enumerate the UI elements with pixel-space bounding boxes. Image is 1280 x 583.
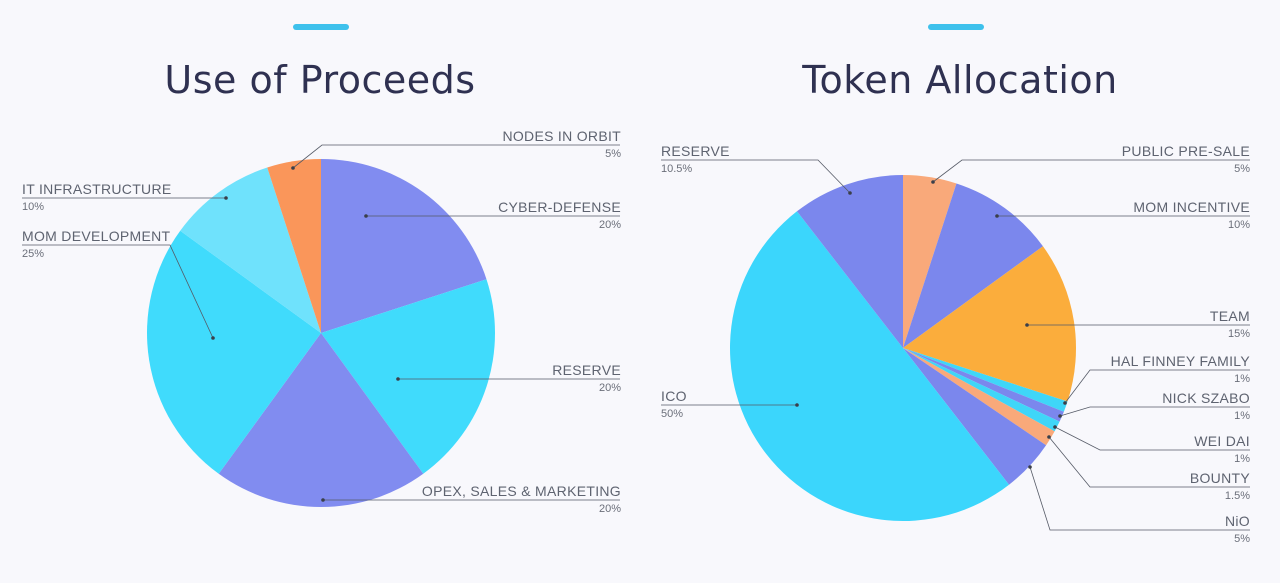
leader-dot-opex-sales-marketing	[321, 498, 325, 502]
slice-percent-mom-development: 25%	[22, 248, 44, 260]
leader-line-reserve	[661, 159, 851, 194]
pie-labels: CYBER-DEFENSE 20% RESERVE 20% OPEX, SALES & …	[22, 128, 621, 515]
pie-slice-reserve	[796, 175, 903, 348]
leader-dot-team	[1025, 323, 1029, 327]
use-of-proceeds-pie: CYBER-DEFENSE 20% RESERVE 20% OPEX, SALES & …	[22, 128, 621, 515]
slice-label-cyber-defense: CYBER-DEFENSE	[498, 199, 621, 215]
leader-line-mom-development	[22, 244, 214, 339]
leader-dot-nio	[1028, 465, 1032, 469]
accent-bar	[293, 24, 349, 30]
slice-percent-ico: 50%	[661, 408, 683, 420]
leader-dot-nodes-in-orbit	[291, 166, 295, 170]
pie-slice-reserve	[321, 279, 495, 474]
slice-label-wei-dai: WEI DAI	[1194, 433, 1250, 449]
slice-percent-public-pre-sale: 5%	[1234, 163, 1250, 175]
leader-dot-reserve	[396, 377, 400, 381]
slice-label-bounty: BOUNTY	[1190, 470, 1251, 486]
leader-dot-nick-szabo	[1058, 414, 1062, 418]
pie-slice-nick-szabo	[903, 348, 1064, 422]
leader-dot-mom-development	[211, 336, 215, 340]
pie-slices	[729, 175, 1076, 522]
pie-slice-hal-finney-family	[903, 348, 1068, 412]
pie-slice-ico	[729, 211, 1010, 522]
leader-line-bounty	[1048, 436, 1250, 488]
slice-label-hal-finney-family: HAL FINNEY FAMILY	[1111, 353, 1251, 369]
slice-percent-reserve: 10.5%	[661, 163, 692, 175]
leader-line-public-pre-sale	[932, 159, 1250, 183]
slice-percent-nick-szabo: 1%	[1234, 410, 1250, 422]
pie-slice-opex-sales-marketing	[218, 333, 424, 507]
pie-labels: PUBLIC PRE-SALE 5% MOM INCENTIVE 10% TEAM 15%…	[661, 143, 1250, 545]
slice-percent-reserve: 20%	[599, 382, 621, 394]
leader-dot-wei-dai	[1053, 425, 1057, 429]
slice-percent-nio: 5%	[1234, 533, 1250, 545]
pie-slice-mom-development	[147, 230, 321, 474]
slice-percent-nodes-in-orbit: 5%	[605, 148, 621, 160]
slice-percent-opex-sales-marketing: 20%	[599, 503, 621, 515]
pie-slice-it-infrastructure	[180, 167, 321, 333]
leader-dot-it-infrastructure	[224, 196, 228, 200]
chart-title: Token Allocation	[802, 58, 1118, 102]
slice-label-nodes-in-orbit: NODES IN ORBIT	[502, 128, 621, 144]
slice-label-mom-development: MOM DEVELOPMENT	[22, 228, 171, 244]
leader-dot-mom-incentive	[995, 214, 999, 218]
slice-percent-team: 15%	[1228, 328, 1250, 340]
pie-slice-bounty	[903, 348, 1055, 446]
leader-line-nio	[1029, 466, 1250, 531]
slice-percent-cyber-defense: 20%	[599, 219, 621, 231]
token-allocation-pie: PUBLIC PRE-SALE 5% MOM INCENTIVE 10% TEAM 15%…	[661, 143, 1250, 545]
leader-dot-public-pre-sale	[931, 180, 935, 184]
slice-percent-bounty: 1.5%	[1225, 490, 1250, 502]
slice-percent-it-infrastructure: 10%	[22, 201, 44, 213]
pie-slice-team	[903, 246, 1076, 402]
pie-slice-mom-incentive	[903, 183, 1043, 348]
leader-dot-cyber-defense	[364, 214, 368, 218]
slice-label-public-pre-sale: PUBLIC PRE-SALE	[1122, 143, 1250, 159]
slice-label-reserve: RESERVE	[552, 362, 621, 378]
leader-line-hal-finney-family	[1064, 369, 1250, 404]
leader-line-nodes-in-orbit	[292, 144, 620, 169]
slice-label-opex-sales-marketing: OPEX, SALES & MARKETING	[422, 483, 621, 499]
leader-line-wei-dai	[1054, 426, 1250, 451]
leader-dot-bounty	[1047, 435, 1051, 439]
pie-slice-cyber-defense	[321, 159, 487, 333]
slice-percent-hal-finney-family: 1%	[1234, 373, 1250, 385]
pie-slice-wei-dai	[903, 348, 1060, 432]
pie-slice-nio	[903, 348, 1047, 485]
slice-label-nick-szabo: NICK SZABO	[1162, 390, 1250, 406]
chart-title: Use of Proceeds	[164, 58, 476, 102]
pie-slice-public-pre-sale	[903, 175, 957, 348]
leader-line-nick-szabo	[1059, 406, 1250, 417]
slice-percent-wei-dai: 1%	[1234, 453, 1250, 465]
slice-label-nio: NiO	[1225, 513, 1250, 529]
use-of-proceeds-panel: Use of Proceeds CYBER-DEFENSE 20% RESERVE 2…	[22, 24, 621, 515]
slice-label-reserve: RESERVE	[661, 143, 730, 159]
slice-label-team: TEAM	[1210, 308, 1250, 324]
accent-bar	[928, 24, 984, 30]
leader-dot-reserve	[848, 191, 852, 195]
slice-label-mom-incentive: MOM INCENTIVE	[1133, 199, 1250, 215]
slice-label-it-infrastructure: IT INFRASTRUCTURE	[22, 181, 172, 197]
pie-slice-nodes-in-orbit	[267, 159, 321, 333]
slice-percent-mom-incentive: 10%	[1228, 219, 1250, 231]
leader-dot-hal-finney-family	[1063, 401, 1067, 405]
token-allocation-panel: Token Allocation PUBLIC PRE-SALE 5% MOM IN…	[640, 0, 1280, 583]
slice-label-ico: ICO	[661, 388, 687, 404]
leader-dot-ico	[795, 403, 799, 407]
pie-slices	[147, 159, 495, 507]
